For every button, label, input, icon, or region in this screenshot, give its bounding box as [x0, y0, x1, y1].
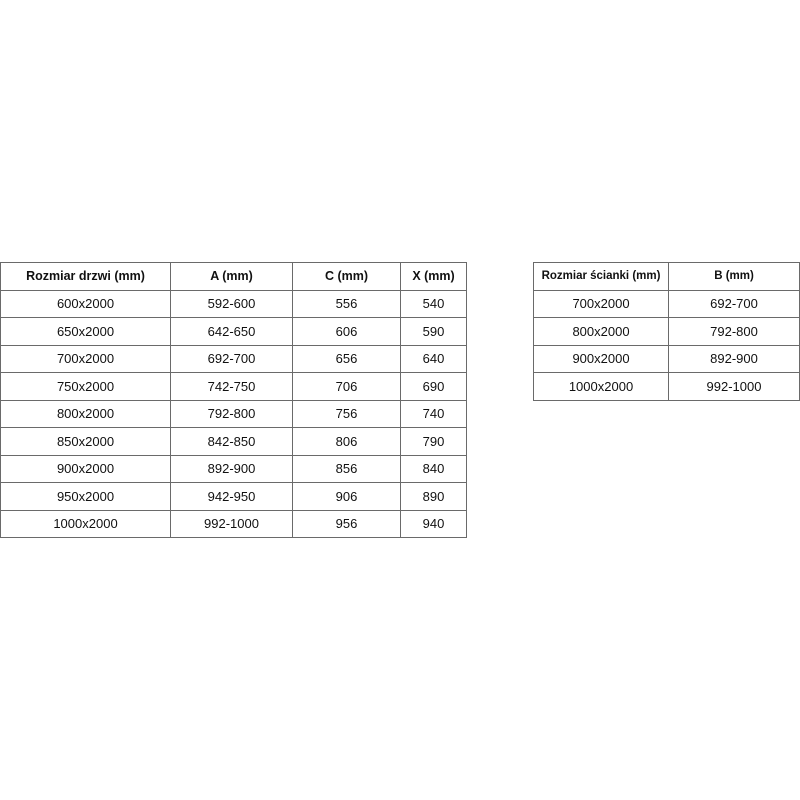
column-header: X (mm): [400, 262, 467, 291]
table-row: 750x2000 742-750 706 690: [0, 372, 467, 401]
table-cell: 790: [400, 427, 467, 456]
table-cell: 992-1000: [170, 509, 293, 538]
table-cell: 650x2000: [0, 317, 171, 346]
table-cell: 840: [400, 454, 467, 483]
table-cell: 742-750: [170, 372, 293, 401]
column-header: Rozmiar ścianki (mm): [533, 262, 669, 291]
table-row: 600x2000 592-600 556 540: [0, 289, 467, 318]
table-cell: 700x2000: [0, 344, 171, 373]
table-row: 700x2000 692-700: [533, 289, 800, 318]
table-cell: 892-900: [668, 344, 800, 373]
table-cell: 900x2000: [533, 344, 669, 373]
table-cell: 842-850: [170, 427, 293, 456]
table-cell: 890: [400, 482, 467, 511]
table-cell: 856: [292, 454, 401, 483]
table-cell: 1000x2000: [0, 509, 171, 538]
wall-size-table: Rozmiar ścianki (mm) B (mm) 700x2000 692-7…: [533, 262, 800, 401]
door-size-table: Rozmiar drzwi (mm) A (mm) C (mm) X (mm) 600…: [0, 262, 467, 538]
table-cell: 740: [400, 399, 467, 428]
table-row: 900x2000 892-900: [533, 344, 800, 373]
table-cell: 606: [292, 317, 401, 346]
table-cell: 706: [292, 372, 401, 401]
table-cell: 692-700: [170, 344, 293, 373]
table-row: 800x2000 792-800 756 740: [0, 399, 467, 428]
table-cell: 540: [400, 289, 467, 318]
table-cell: 992-1000: [668, 372, 800, 401]
table-cell: 892-900: [170, 454, 293, 483]
table-cell: 640: [400, 344, 467, 373]
table-row: 650x2000 642-650 606 590: [0, 317, 467, 346]
table-cell: 900x2000: [0, 454, 171, 483]
table-cell: 692-700: [668, 289, 800, 318]
table-cell: 750x2000: [0, 372, 171, 401]
table-cell: 956: [292, 509, 401, 538]
table-cell: 590: [400, 317, 467, 346]
table-cell: 906: [292, 482, 401, 511]
column-header: Rozmiar drzwi (mm): [0, 262, 171, 291]
table-row: 800x2000 792-800: [533, 317, 800, 346]
table-cell: 850x2000: [0, 427, 171, 456]
table-cell: 642-650: [170, 317, 293, 346]
table-cell: 592-600: [170, 289, 293, 318]
table-cell: 600x2000: [0, 289, 171, 318]
table-row: 950x2000 942-950 906 890: [0, 482, 467, 511]
table-cell: 806: [292, 427, 401, 456]
table-cell: 556: [292, 289, 401, 318]
table-cell: 792-800: [668, 317, 800, 346]
table-header-row: Rozmiar ścianki (mm) B (mm): [533, 262, 800, 291]
table-cell: 656: [292, 344, 401, 373]
table-cell: 942-950: [170, 482, 293, 511]
column-header: C (mm): [292, 262, 401, 291]
table-cell: 792-800: [170, 399, 293, 428]
table-cell: 800x2000: [533, 317, 669, 346]
table-cell: 800x2000: [0, 399, 171, 428]
table-cell: 690: [400, 372, 467, 401]
table-row: 850x2000 842-850 806 790: [0, 427, 467, 456]
table-row: 1000x2000 992-1000: [533, 372, 800, 401]
table-row: 700x2000 692-700 656 640: [0, 344, 467, 373]
column-header: A (mm): [170, 262, 293, 291]
table-cell: 950x2000: [0, 482, 171, 511]
table-cell: 1000x2000: [533, 372, 669, 401]
table-cell: 940: [400, 509, 467, 538]
table-row: 1000x2000 992-1000 956 940: [0, 509, 467, 538]
table-header-row: Rozmiar drzwi (mm) A (mm) C (mm) X (mm): [0, 262, 467, 291]
table-row: 900x2000 892-900 856 840: [0, 454, 467, 483]
column-header: B (mm): [668, 262, 800, 291]
table-cell: 700x2000: [533, 289, 669, 318]
table-cell: 756: [292, 399, 401, 428]
